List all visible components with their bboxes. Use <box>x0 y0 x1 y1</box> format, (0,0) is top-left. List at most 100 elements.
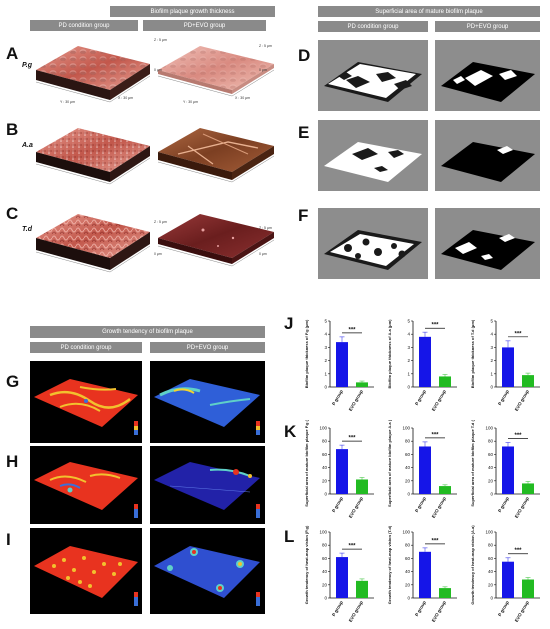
y-tick-label: 4 <box>324 332 327 337</box>
y-tick-label: 20 <box>322 582 328 587</box>
panel-letter-b: B <box>6 120 19 139</box>
afm-z-zero-label-c2: 0 μm <box>259 252 267 256</box>
panel-letter-i: I <box>6 530 11 549</box>
x-category-label: EVO group <box>348 600 364 623</box>
afm-section-title: Biofilm plaque growth thickness <box>110 6 275 17</box>
y-tick-label: 5 <box>407 319 410 324</box>
y-tick-label: 40 <box>405 465 411 470</box>
y-tick-label: 3 <box>490 345 493 350</box>
afm-y-label-a1: X : 30 μm <box>118 96 134 100</box>
y-tick-label: 40 <box>322 465 328 470</box>
significance-stars: *** <box>348 544 356 550</box>
x-category-label: EVO group <box>348 389 364 412</box>
heatmap-pg-pdevo <box>150 361 265 443</box>
panel-letter-d: D <box>298 46 311 65</box>
sa-pdevo-header: PD+EVO group <box>435 21 540 32</box>
heatmap-aa-pdevo <box>150 446 265 524</box>
gt-pd-header: PD condition group <box>30 342 142 353</box>
sa-section-title: Superficial area of mature biofilm plaqu… <box>318 6 540 17</box>
chart-j1: Biofilm plaque thickness of P.g (μm) 0 1 2 3… <box>304 319 374 412</box>
bar-evo-group <box>522 375 534 387</box>
chart-k1: Superficial area of mature biofilm plaqu… <box>304 420 374 519</box>
bar-evo-group <box>356 382 368 387</box>
sa-pg-pdevo-image <box>435 40 540 111</box>
y-axis-label: Biofilm plaque thickness of A.a (μm) <box>387 319 392 389</box>
y-tick-label: 0 <box>407 385 410 390</box>
bar-evo-group <box>439 486 451 494</box>
panel-letter-e: E <box>298 123 310 142</box>
bar-p-group <box>419 551 431 598</box>
y-tick-label: 0 <box>324 492 327 497</box>
y-tick-label: 60 <box>405 452 411 457</box>
y-tick-label: 60 <box>322 452 328 457</box>
sa-pd-header: PD condition group <box>318 21 428 32</box>
bar-p-group <box>419 336 431 387</box>
chart-l1: Growth tendency of heat-map vision (P.g)… <box>304 525 374 623</box>
row-label-aa: A.a <box>22 142 33 149</box>
row-label-td: T.d <box>22 226 32 233</box>
y-axis-label: Biofilm plaque thickness of T.d (μm) <box>470 319 475 388</box>
y-tick-label: 1 <box>490 371 493 376</box>
significance-stars: *** <box>514 331 522 337</box>
panel-letter-l: L <box>284 527 295 546</box>
heatmap-td-pd <box>30 528 142 614</box>
afm-z-zero-label-a2: 0 μm <box>259 68 267 72</box>
y-tick-label: 0 <box>490 385 493 390</box>
y-tick-label: 80 <box>488 439 494 444</box>
y-axis-label: Superficial area of mature biofilm plaqu… <box>387 420 392 507</box>
significance-stars: *** <box>514 548 522 554</box>
y-tick-label: 5 <box>490 319 493 324</box>
afm-x-label-a2: Y : 30 μm <box>183 100 198 104</box>
x-category-label: P group <box>497 600 510 617</box>
y-tick-label: 80 <box>322 439 328 444</box>
y-tick-label: 80 <box>322 543 328 548</box>
panel-letter-c: C <box>6 204 19 223</box>
afm-z-zero-label-c1: 0 μm <box>154 252 162 256</box>
bar-p-group <box>502 347 514 387</box>
afm-y-label-a2: X : 30 μm <box>235 96 251 100</box>
sa-td-pd-image <box>318 208 428 279</box>
y-tick-label: 100 <box>485 426 493 431</box>
significance-stars: *** <box>431 432 439 438</box>
afm-z-top-label-a2: Z : 5 μm <box>259 44 272 48</box>
bar-p-group <box>419 446 431 494</box>
gt-pdevo-header: PD+EVO group <box>150 342 265 353</box>
y-axis-label: Growth tendency of heat-map vision (T.d) <box>387 525 392 604</box>
bar-evo-group <box>356 580 368 598</box>
y-tick-label: 1 <box>407 371 410 376</box>
afm-z-top-label-a1: Z : 5 μm <box>154 38 167 42</box>
panel-letter-k: K <box>284 422 297 441</box>
y-tick-label: 100 <box>485 530 493 535</box>
x-category-label: P group <box>331 496 344 513</box>
y-axis-label: Growth tendency of heat-map vision (A.a) <box>470 525 475 605</box>
significance-stars: *** <box>348 436 356 442</box>
sa-aa-pdevo-image <box>435 120 540 191</box>
significance-stars: *** <box>514 433 522 439</box>
y-tick-label: 0 <box>324 385 327 390</box>
y-tick-label: 40 <box>322 569 328 574</box>
y-tick-label: 60 <box>405 556 411 561</box>
afm-td-pdevo-surface <box>157 214 275 267</box>
gt-section-title: Growth tendency of biofilm plaque <box>30 326 265 338</box>
afm-surface-figure <box>35 46 275 273</box>
y-tick-label: 60 <box>322 556 328 561</box>
y-tick-label: 0 <box>407 492 410 497</box>
x-category-label: P group <box>414 600 427 617</box>
y-axis-label: Biofilm plaque thickness of P.g (μm) <box>304 319 309 388</box>
panel-letter-j: J <box>284 314 294 333</box>
row-label-pg: P.g <box>22 62 32 69</box>
panel-letter-f: F <box>298 206 309 225</box>
bar-p-group <box>336 449 348 494</box>
panel-letter-g: G <box>6 372 20 391</box>
bar-evo-group <box>439 588 451 598</box>
x-category-label: P group <box>331 600 344 617</box>
x-category-label: P group <box>497 496 510 513</box>
y-tick-label: 5 <box>324 319 327 324</box>
y-tick-label: 2 <box>490 358 493 363</box>
chart-j2: Biofilm plaque thickness of A.a (μm) 0 1 2 3… <box>387 319 457 412</box>
bar-evo-group <box>356 479 368 494</box>
panel-letter-a: A <box>6 44 19 63</box>
heatmap-td-pdevo <box>150 528 265 614</box>
y-tick-label: 100 <box>402 426 410 431</box>
afm-td-pd-surface <box>35 214 151 273</box>
